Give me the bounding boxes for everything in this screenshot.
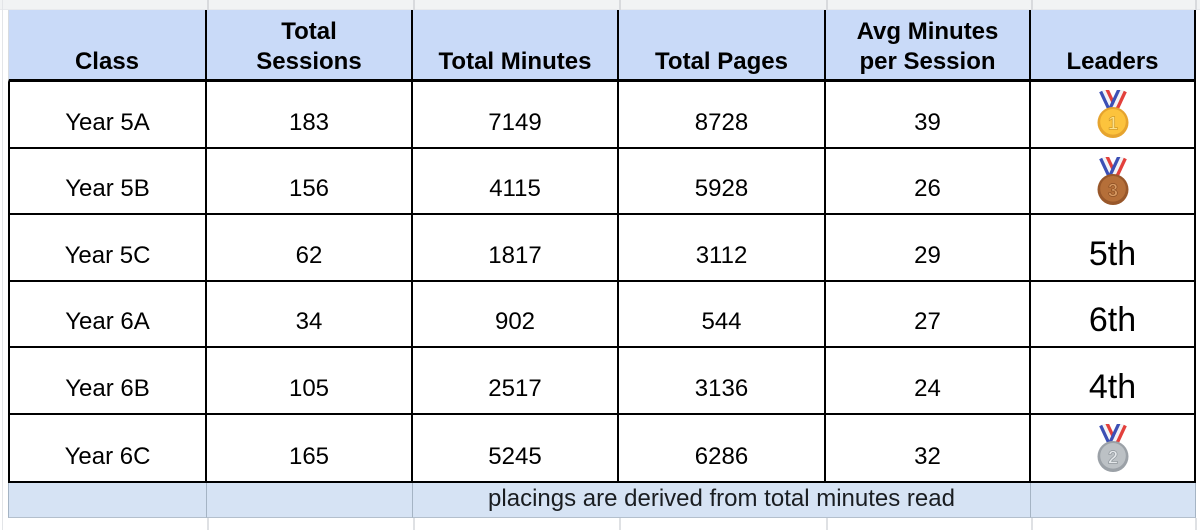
total-minutes-cell[interactable]: 5245 xyxy=(413,415,619,483)
gridline-tick xyxy=(619,0,621,10)
gridline-tick xyxy=(207,0,209,10)
header-leaders[interactable]: Leaders xyxy=(1031,10,1196,82)
avg-minutes-cell[interactable]: 39 xyxy=(826,82,1031,149)
total-minutes-cell[interactable]: 2517 xyxy=(413,348,619,415)
silver-medal-icon: 2 xyxy=(1097,423,1128,472)
total-sessions-cell[interactable]: 183 xyxy=(207,82,413,149)
class-cell[interactable]: Year 6C xyxy=(8,415,207,483)
leader-cell[interactable]: 3 xyxy=(1031,149,1196,215)
gridline-tick xyxy=(826,518,828,530)
total-minutes-cell[interactable]: 7149 xyxy=(413,82,619,149)
gridline-tick xyxy=(1031,518,1033,530)
total-minutes-cell[interactable]: 4115 xyxy=(413,149,619,215)
leader-cell[interactable]: 2 xyxy=(1031,415,1196,483)
total-minutes-cell[interactable]: 902 xyxy=(413,282,619,348)
total-sessions-cell[interactable]: 105 xyxy=(207,348,413,415)
total-pages-cell[interactable]: 3136 xyxy=(619,348,826,415)
footer-empty-cell[interactable] xyxy=(8,483,207,518)
avg-minutes-cell[interactable]: 27 xyxy=(826,282,1031,348)
gridline-tick xyxy=(1031,0,1033,10)
total-pages-cell[interactable]: 3112 xyxy=(619,215,826,282)
total-sessions-cell[interactable]: 62 xyxy=(207,215,413,282)
avg-minutes-cell[interactable]: 24 xyxy=(826,348,1031,415)
avg-minutes-cell[interactable]: 29 xyxy=(826,215,1031,282)
svg-text:1: 1 xyxy=(1107,114,1117,134)
footer-empty-cell[interactable] xyxy=(207,483,413,518)
footer-note[interactable]: placings are derived from total minutes … xyxy=(413,483,1031,518)
leader-cell[interactable]: 5th xyxy=(1031,215,1196,282)
total-sessions-cell[interactable]: 156 xyxy=(207,149,413,215)
svg-text:2: 2 xyxy=(1107,447,1117,467)
leader-cell[interactable]: 6th xyxy=(1031,282,1196,348)
bronze-medal-icon: 3 xyxy=(1097,156,1128,205)
gridline-tick xyxy=(207,518,209,530)
gridline-tick xyxy=(619,518,621,530)
avg-minutes-cell[interactable]: 32 xyxy=(826,415,1031,483)
sheet-left-gridline xyxy=(2,0,3,530)
gridline-tick xyxy=(1195,0,1197,10)
avg-minutes-cell[interactable]: 26 xyxy=(826,149,1031,215)
total-sessions-cell[interactable]: 34 xyxy=(207,282,413,348)
total-pages-cell[interactable]: 544 xyxy=(619,282,826,348)
header-total-minutes[interactable]: Total Minutes xyxy=(413,10,619,82)
total-pages-cell[interactable]: 6286 xyxy=(619,415,826,483)
gridline-tick xyxy=(1195,518,1197,530)
header-total-sessions[interactable]: Total Sessions xyxy=(207,10,413,82)
leader-cell[interactable]: 1 xyxy=(1031,82,1196,149)
gridline-tick xyxy=(413,518,415,530)
class-reading-stats-table: Class Total Sessions Total Minutes Total… xyxy=(8,10,1196,518)
sheet-top-gutter xyxy=(0,0,1200,10)
total-pages-cell[interactable]: 8728 xyxy=(619,82,826,149)
footer-empty-cell[interactable] xyxy=(1031,483,1196,518)
header-total-pages[interactable]: Total Pages xyxy=(619,10,826,82)
class-cell[interactable]: Year 5B xyxy=(8,149,207,215)
class-cell[interactable]: Year 5C xyxy=(8,215,207,282)
total-minutes-cell[interactable]: 1817 xyxy=(413,215,619,282)
gridline-tick xyxy=(826,0,828,10)
gridline-tick xyxy=(413,0,415,10)
leader-cell[interactable]: 4th xyxy=(1031,348,1196,415)
svg-text:3: 3 xyxy=(1107,180,1117,200)
total-sessions-cell[interactable]: 165 xyxy=(207,415,413,483)
class-cell[interactable]: Year 6A xyxy=(8,282,207,348)
header-class[interactable]: Class xyxy=(8,10,207,82)
class-cell[interactable]: Year 6B xyxy=(8,348,207,415)
class-cell[interactable]: Year 5A xyxy=(8,82,207,149)
total-pages-cell[interactable]: 5928 xyxy=(619,149,826,215)
header-avg-minutes[interactable]: Avg Minutes per Session xyxy=(826,10,1031,82)
gold-medal-icon: 1 xyxy=(1097,90,1128,138)
